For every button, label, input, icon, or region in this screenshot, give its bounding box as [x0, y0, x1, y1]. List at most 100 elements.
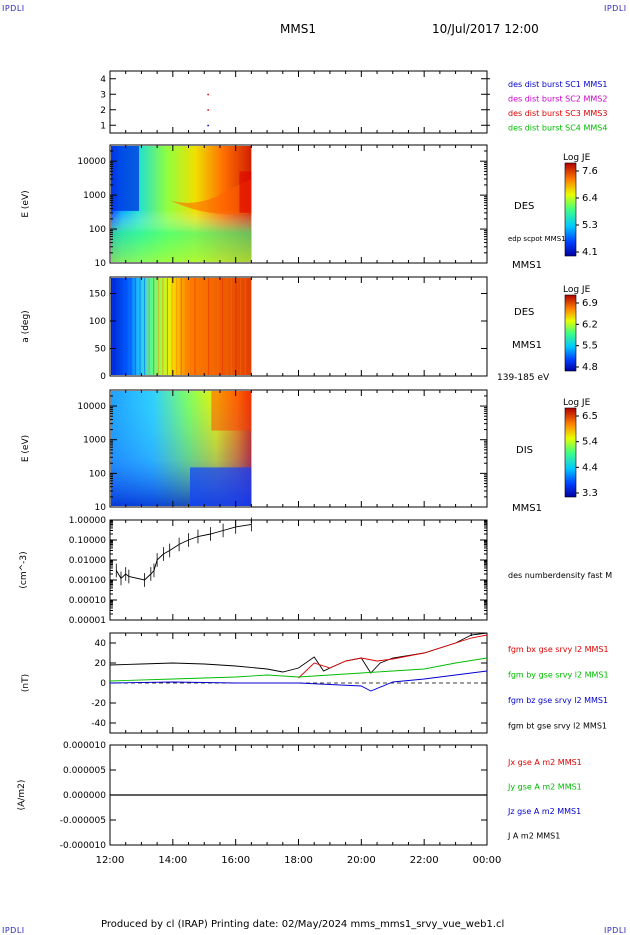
- heatmap-edge-max: [239, 171, 252, 213]
- y-tick-label: 0.000005: [63, 766, 106, 776]
- y-tick-label: 0.01000: [69, 556, 106, 566]
- y-tick-label: 0.10000: [69, 536, 106, 546]
- panel-label: edp scpot MMS1: [508, 235, 566, 243]
- heatmap-stripe: [240, 278, 242, 375]
- y-tick-label: -0.000005: [60, 816, 106, 826]
- data-point: [207, 124, 209, 127]
- y-tick-label: 10000: [77, 157, 106, 167]
- y-tick-label: 4: [100, 75, 106, 85]
- colorbar-tick-label: 6.4: [582, 193, 598, 204]
- heatmap-hot-band: [170, 178, 252, 215]
- colorbar-tick-label: 6.9: [582, 298, 598, 309]
- colorbar-tick-label: 6.2: [582, 319, 598, 330]
- data-point: [207, 93, 209, 96]
- x-tick-label: 12:00: [96, 855, 125, 866]
- legend-entry: fgm by gse srvy l2 MMS1: [508, 671, 609, 680]
- y-tick-label: 20: [95, 659, 107, 669]
- legend-entry: Jx gse A m2 MMS1: [507, 758, 582, 767]
- y-tick-label: 0.000000: [63, 791, 106, 801]
- heatmap-stripe: [221, 278, 223, 375]
- fgm-series-line: [298, 634, 488, 679]
- heatmap-stripe: [116, 278, 118, 375]
- y-tick-label: 10: [95, 503, 107, 513]
- panel-density-frame: [109, 519, 488, 621]
- heatmap-stripe: [199, 278, 201, 375]
- legend-entry: des dist burst SC4 MMS4: [508, 124, 607, 133]
- heatmap-stripe: [134, 278, 136, 375]
- footer-credits: Produced by cl (IRAP) Printing date: 02/…: [101, 919, 505, 930]
- y-tick-label: 10: [95, 259, 107, 269]
- y-tick-label: 1: [100, 121, 106, 131]
- colorbar-tick-label: 3.3: [582, 488, 598, 499]
- heatmap-stripe: [194, 278, 196, 375]
- colorbar-tick-label: 4.8: [582, 362, 598, 373]
- y-tick-label: 10000: [77, 402, 106, 412]
- panel-spacecraft-frame: [109, 70, 488, 134]
- heatmap-stripe: [144, 278, 146, 375]
- corner-logo-bottom-right: IPDLI: [604, 926, 627, 935]
- legend-entry: Jz gse A m2 MMS1: [507, 807, 581, 816]
- axis-label-current: (A/m2): [17, 780, 27, 811]
- plot-title: MMS1: [280, 22, 316, 36]
- y-tick-label: 100: [89, 317, 106, 327]
- legend-entry: des numberdensity fast M: [508, 571, 612, 580]
- x-tick-label: 16:00: [221, 855, 250, 866]
- colorbar-tick-label: 4.4: [582, 462, 598, 473]
- colorbar-des-energy: [564, 162, 577, 257]
- legend-entry: des dist burst SC3 MMS3: [508, 109, 607, 118]
- heatmap-stripe: [203, 278, 205, 375]
- corner-logo-top-right: IPDLI: [604, 4, 627, 13]
- axis-label-des-energy: E (eV): [21, 190, 31, 217]
- panel-label: MMS1: [512, 260, 542, 271]
- y-tick-label: -0.000010: [60, 841, 106, 851]
- colorbar-tick-label: 5.4: [582, 437, 598, 448]
- y-tick-label: 0.00001: [69, 616, 106, 626]
- fgm-series-line: [109, 670, 488, 692]
- colorbar-des-pitch-title: Log JE: [563, 285, 591, 295]
- y-tick-label: 2: [100, 106, 106, 116]
- y-tick-label: -20: [91, 699, 106, 709]
- heatmap-stripe: [139, 278, 141, 375]
- y-tick-label: 1000: [83, 436, 106, 446]
- panel-label: 139-185 eV: [497, 373, 550, 383]
- heatmap-stripe: [185, 278, 187, 375]
- corner-logo-bottom-left: IPDLI: [2, 926, 25, 935]
- axis-label-des-pitch: a (deg): [21, 310, 31, 342]
- panel-label: DES: [514, 201, 534, 212]
- y-tick-label: 0.00100: [69, 576, 106, 586]
- colorbar-des-pitch: [564, 294, 577, 372]
- x-tick-label: 20:00: [347, 855, 376, 866]
- colorbar-dis-energy: [564, 407, 577, 498]
- heatmap-stripe: [125, 278, 127, 375]
- y-tick-label: 1.00000: [69, 516, 106, 526]
- colorbar-tick-label: 5.3: [582, 220, 598, 231]
- legend-entry: J A m2 MMS1: [507, 832, 560, 841]
- y-tick-label: 100: [89, 469, 106, 479]
- heatmap-stripe: [180, 278, 182, 375]
- y-tick-label: 0: [100, 679, 106, 689]
- x-tick-label: 22:00: [410, 855, 439, 866]
- heatmap-stripe: [148, 278, 150, 375]
- y-tick-label: 100: [89, 225, 106, 235]
- y-tick-label: 1000: [83, 191, 106, 201]
- y-tick-label: 40: [95, 639, 107, 649]
- heatmap-stripe: [226, 278, 228, 375]
- x-tick-label: 18:00: [284, 855, 313, 866]
- heatmap-stripe: [162, 278, 164, 375]
- legend-entry: Jy gse A m2 MMS1: [507, 783, 582, 792]
- heatmap-stripe: [244, 278, 246, 375]
- heatmap-stripe: [157, 278, 159, 375]
- heatmap-stripe: [130, 278, 132, 375]
- heatmap-stripe: [121, 278, 123, 375]
- heatmap-stripe: [166, 278, 168, 375]
- y-tick-label: 150: [89, 290, 106, 300]
- legend-entry: fgm bt gse srvy l2 MMS1: [508, 722, 607, 731]
- density-line: [115, 523, 252, 581]
- axis-label-fgm: (nT): [21, 674, 31, 692]
- panel-label: DIS: [516, 445, 533, 456]
- heatmap-low-energy-region: [190, 467, 252, 506]
- colorbar-dis-energy-title: Log JE: [563, 398, 591, 408]
- corner-logo-top-left: IPDLI: [2, 4, 25, 13]
- heatmap-stripe: [189, 278, 191, 375]
